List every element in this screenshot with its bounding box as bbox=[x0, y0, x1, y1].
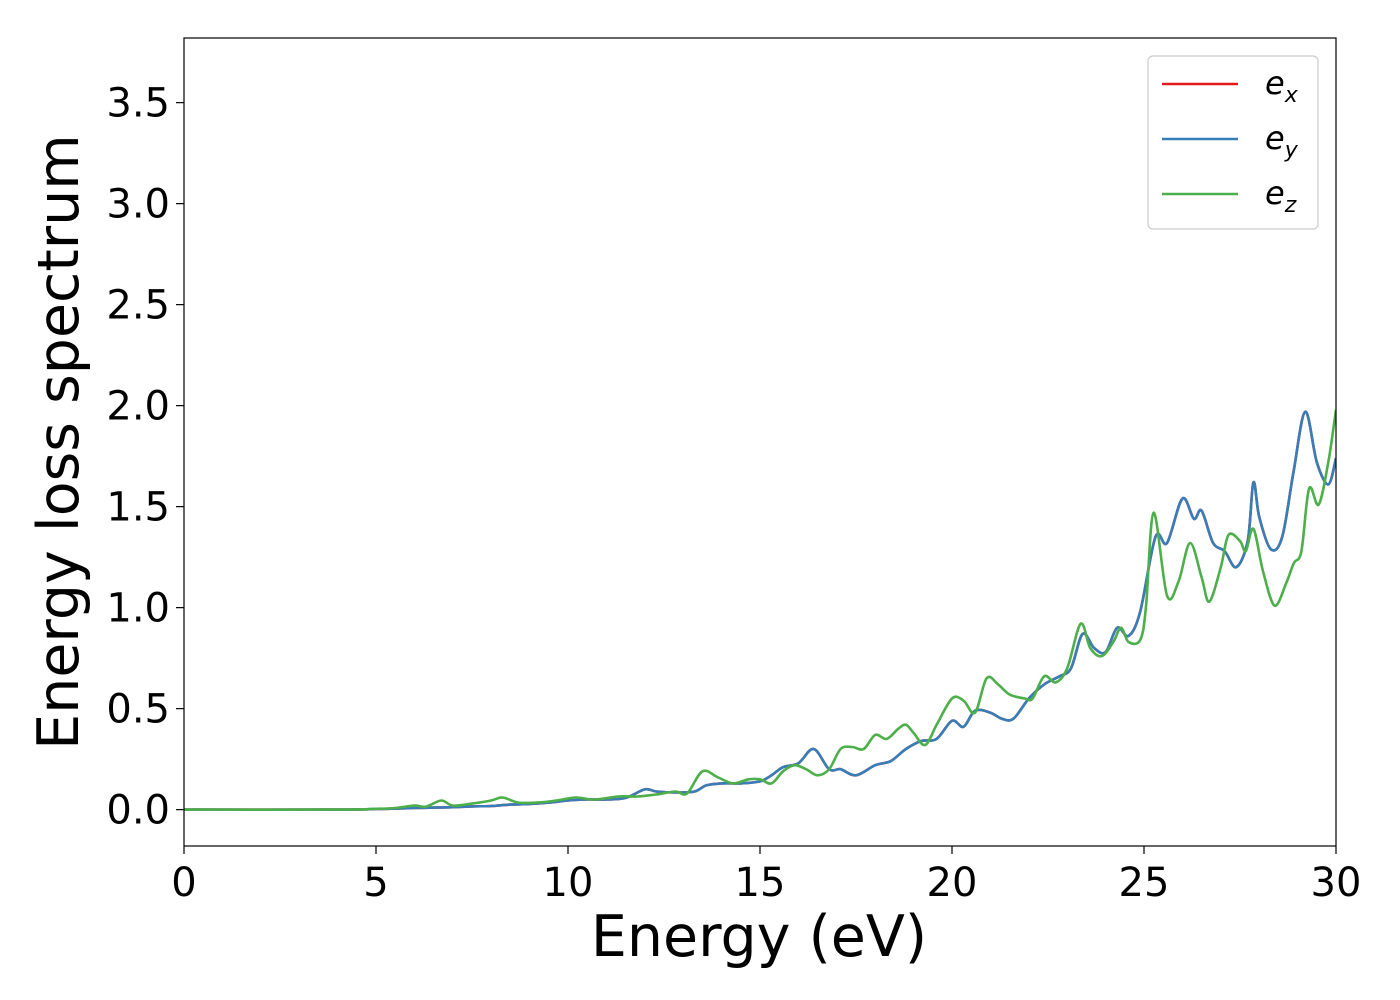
legend-label-base: e bbox=[1265, 174, 1285, 212]
x-tick-label: 0 bbox=[171, 860, 196, 906]
y-tick-label: 1.0 bbox=[106, 586, 170, 632]
x-tick-label: 10 bbox=[543, 860, 594, 906]
y-tick-label: 2.0 bbox=[106, 384, 170, 430]
legend-label-base: e bbox=[1265, 64, 1285, 102]
plot-area: 0 5 10 15 20 25 30 0.0 0.5 1.0 1.5 2.0 2.5 3.0 3.5 bbox=[106, 37, 1361, 906]
legend-label-ex: ex bbox=[1265, 64, 1299, 108]
x-tick-label: 30 bbox=[1311, 860, 1362, 906]
y-axis-title: Energy loss spectrum bbox=[26, 134, 92, 750]
y-tick-label: 3.0 bbox=[106, 182, 170, 228]
legend-label-ez: ez bbox=[1265, 174, 1297, 218]
x-axis-title: Energy (eV) bbox=[591, 904, 927, 970]
y-tick-label: 0.0 bbox=[106, 788, 170, 834]
series-line-ex bbox=[184, 410, 1336, 811]
legend-label-base: e bbox=[1265, 119, 1285, 157]
series-line-ey bbox=[184, 410, 1336, 811]
y-axis-ticks: 0.0 0.5 1.0 1.5 2.0 2.5 3.0 3.5 bbox=[106, 81, 184, 834]
legend-frame bbox=[1147, 55, 1319, 230]
series-layer bbox=[184, 409, 1336, 811]
y-tick-label: 1.5 bbox=[106, 485, 170, 531]
legend-label-subscript: z bbox=[1284, 193, 1297, 218]
legend-label-subscript: y bbox=[1284, 138, 1299, 163]
y-tick-label: 3.5 bbox=[106, 81, 170, 127]
y-tick-label: 0.5 bbox=[106, 687, 170, 733]
legend-label-subscript: x bbox=[1284, 83, 1299, 108]
x-tick-label: 5 bbox=[363, 860, 388, 906]
series-line-ez bbox=[184, 409, 1336, 811]
x-axis-ticks: 0 5 10 15 20 25 30 bbox=[171, 846, 1361, 906]
legend-label-ey: ey bbox=[1265, 119, 1299, 163]
x-tick-label: 20 bbox=[927, 860, 978, 906]
y-tick-label: 2.5 bbox=[106, 283, 170, 329]
x-tick-label: 25 bbox=[1119, 860, 1170, 906]
x-tick-label: 15 bbox=[735, 860, 786, 906]
y-axis-label: Energy loss spectrum bbox=[26, 134, 92, 750]
